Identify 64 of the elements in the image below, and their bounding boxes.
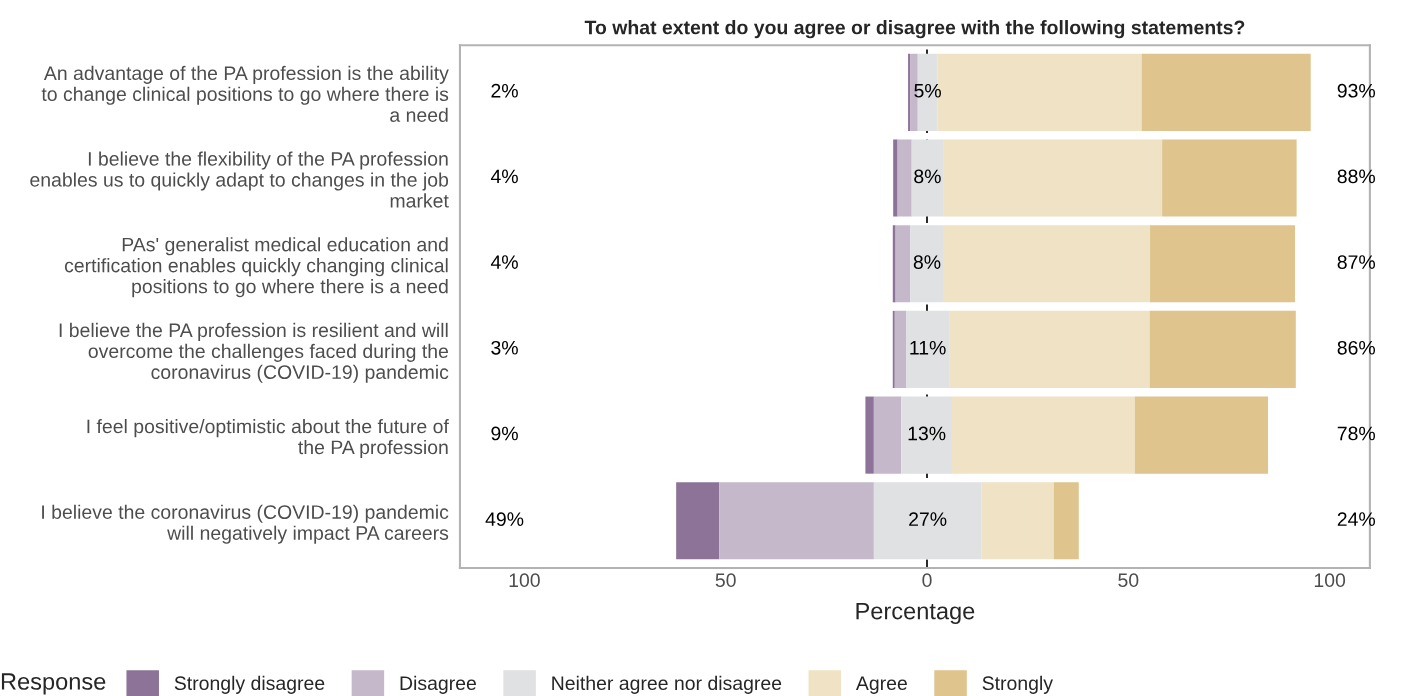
bar — [895, 225, 911, 303]
x-tick-label: 100 — [509, 573, 540, 588]
annotation: 49% — [485, 512, 524, 527]
bar — [719, 482, 874, 560]
bar — [981, 482, 1054, 560]
bar — [1053, 482, 1079, 560]
annotation: 93% — [1337, 83, 1376, 98]
bar — [949, 310, 1150, 388]
x-tick-label: 100 — [1314, 573, 1346, 588]
bar — [1134, 396, 1269, 474]
bar — [1141, 53, 1311, 131]
bar — [892, 310, 895, 388]
legend-title: Response — [1, 673, 106, 695]
x-tick-label: 50 — [715, 573, 736, 588]
annotation: 4% — [490, 255, 518, 269]
bar — [873, 482, 982, 560]
x-tick-label: 50 — [1118, 573, 1139, 588]
legend-label: Disagree — [400, 675, 476, 694]
data-label: 13% — [908, 426, 946, 441]
bar — [676, 482, 720, 560]
annotation: 88% — [1337, 169, 1376, 184]
bar — [873, 396, 902, 474]
legend-label: Agree — [855, 676, 907, 694]
y-tick-label: An advantage of the PA profession is the ability to change clinical positions to go where there is a need — [41, 65, 449, 122]
legend-label: Neither agree nor disagree — [552, 675, 782, 694]
data-label: 27% — [909, 512, 947, 526]
bar — [894, 310, 907, 388]
data-label: 5% — [914, 83, 941, 98]
bar — [908, 53, 911, 131]
bar — [892, 225, 896, 303]
y-tick-label: I believe the coronavirus (COVID-19) pandemic will negatively impact PA careers — [42, 504, 449, 544]
annotation: 24% — [1337, 512, 1376, 526]
y-tick-label: PAs' generalist medical education and certification enables quickly changing clinical positions to go where there is a need — [64, 237, 448, 298]
annotation: 2% — [491, 83, 518, 98]
bar — [901, 396, 952, 474]
bar — [910, 225, 944, 303]
y-tick-label: I believe the PA profession is resilient and will overcome the challenges faced during the coronavirus (COVID-19) pandemic — [59, 322, 449, 383]
data-label: 11% — [910, 340, 946, 355]
bar — [893, 139, 898, 217]
bar — [897, 139, 912, 217]
data-label: 8% — [914, 169, 941, 184]
annotation: 78% — [1337, 426, 1376, 441]
bar — [943, 139, 1163, 217]
bar — [911, 139, 944, 217]
annotation: 87% — [1337, 255, 1376, 269]
annotation: 86% — [1337, 340, 1376, 355]
y-tick-label: I feel positive/optimistic about the future of the PA profession — [87, 419, 449, 459]
y-tick-label: I believe the flexibility of the PA profession enables us to quickly adapt to changes in the job market — [30, 151, 449, 208]
bar — [865, 396, 874, 474]
chart-title: To what extent do you agree or disagree with the following statements? — [584, 20, 1245, 39]
bar — [1149, 310, 1296, 388]
annotation: 3% — [491, 340, 518, 355]
x-axis-title: Percentage — [856, 602, 975, 625]
bar — [906, 310, 950, 388]
data-label: 8% — [913, 255, 941, 269]
bar — [1162, 139, 1297, 217]
x-tick-label: 0 — [922, 573, 932, 588]
annotation: 9% — [491, 426, 518, 441]
annotation: 4% — [490, 169, 518, 184]
bar — [943, 225, 1151, 303]
legend-label: Strongly disagree — [174, 675, 325, 694]
bar — [1150, 225, 1295, 303]
bar — [951, 396, 1135, 474]
legend-label: Strongly — [982, 675, 1053, 694]
